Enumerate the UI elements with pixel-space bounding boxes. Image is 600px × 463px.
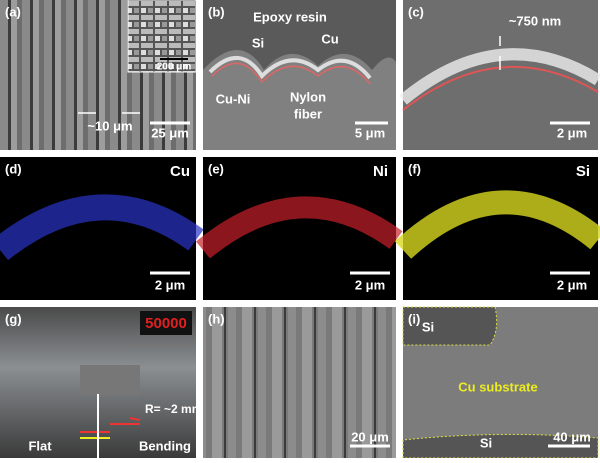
panel-label: (h) — [208, 311, 225, 326]
annotation: ~10 μm — [87, 118, 132, 133]
panel-label: (b) — [208, 4, 225, 19]
annotation: ~750 nm — [509, 13, 561, 28]
scale-bar-label: 2 μm — [557, 277, 587, 292]
coating — [208, 55, 372, 80]
annotation: Cu — [321, 31, 338, 46]
annotation: Si — [252, 35, 264, 50]
scale-bar-label: 5 μm — [355, 125, 385, 140]
panel-label: (c) — [408, 4, 424, 19]
si-region — [402, 306, 498, 346]
scale-bar-label: 2 μm — [355, 277, 385, 292]
panel-label: (i) — [408, 311, 420, 326]
annotation: Ni — [373, 163, 388, 180]
arrows — [80, 417, 141, 433]
fiber — [203, 50, 396, 150]
panel-label: (a) — [5, 4, 21, 19]
scale-bar-label: 25 μm — [151, 125, 189, 140]
annotation: 200 μm — [157, 62, 192, 73]
element-signal — [394, 190, 600, 259]
spring — [80, 365, 140, 395]
annotation: Nylon — [290, 89, 326, 104]
element-signal — [0, 194, 204, 261]
annotation: Si — [422, 319, 434, 334]
annotation: Cu substrate — [458, 379, 537, 394]
element-signal — [196, 196, 403, 259]
coating — [211, 62, 371, 85]
scale-bar-label: 2 μm — [155, 277, 185, 292]
scale-bar-label: 20 μm — [351, 429, 389, 444]
annotation: 50000 — [145, 315, 187, 332]
panel-label: (f) — [408, 161, 421, 176]
coating — [399, 48, 600, 105]
annotation: Epoxy resin — [253, 9, 327, 24]
counter-display — [140, 311, 192, 335]
annotation: Flat — [28, 438, 52, 453]
si-region — [402, 433, 599, 459]
annotation: Si — [480, 435, 492, 450]
annotations: (a) 25 μm (b) 5 μm (c) 2 μm (d) 2 μm (e) 2 μm (f) 2… — [5, 4, 591, 453]
panel-label: (g) — [5, 311, 22, 326]
annotation: Si — [576, 163, 590, 180]
annotation: Cu — [170, 163, 190, 180]
annotation: R= ~2 mm — [145, 402, 202, 416]
panel-label: (e) — [208, 161, 224, 176]
annotation: fiber — [294, 106, 322, 121]
sem-image — [203, 307, 396, 458]
annotation: Bending — [139, 438, 191, 453]
scale-bar-label: 2 μm — [557, 125, 587, 140]
annotation: Cu-Ni — [216, 91, 251, 106]
scale-bar-label: 40 μm — [553, 429, 591, 444]
panel-label: (d) — [5, 161, 22, 176]
